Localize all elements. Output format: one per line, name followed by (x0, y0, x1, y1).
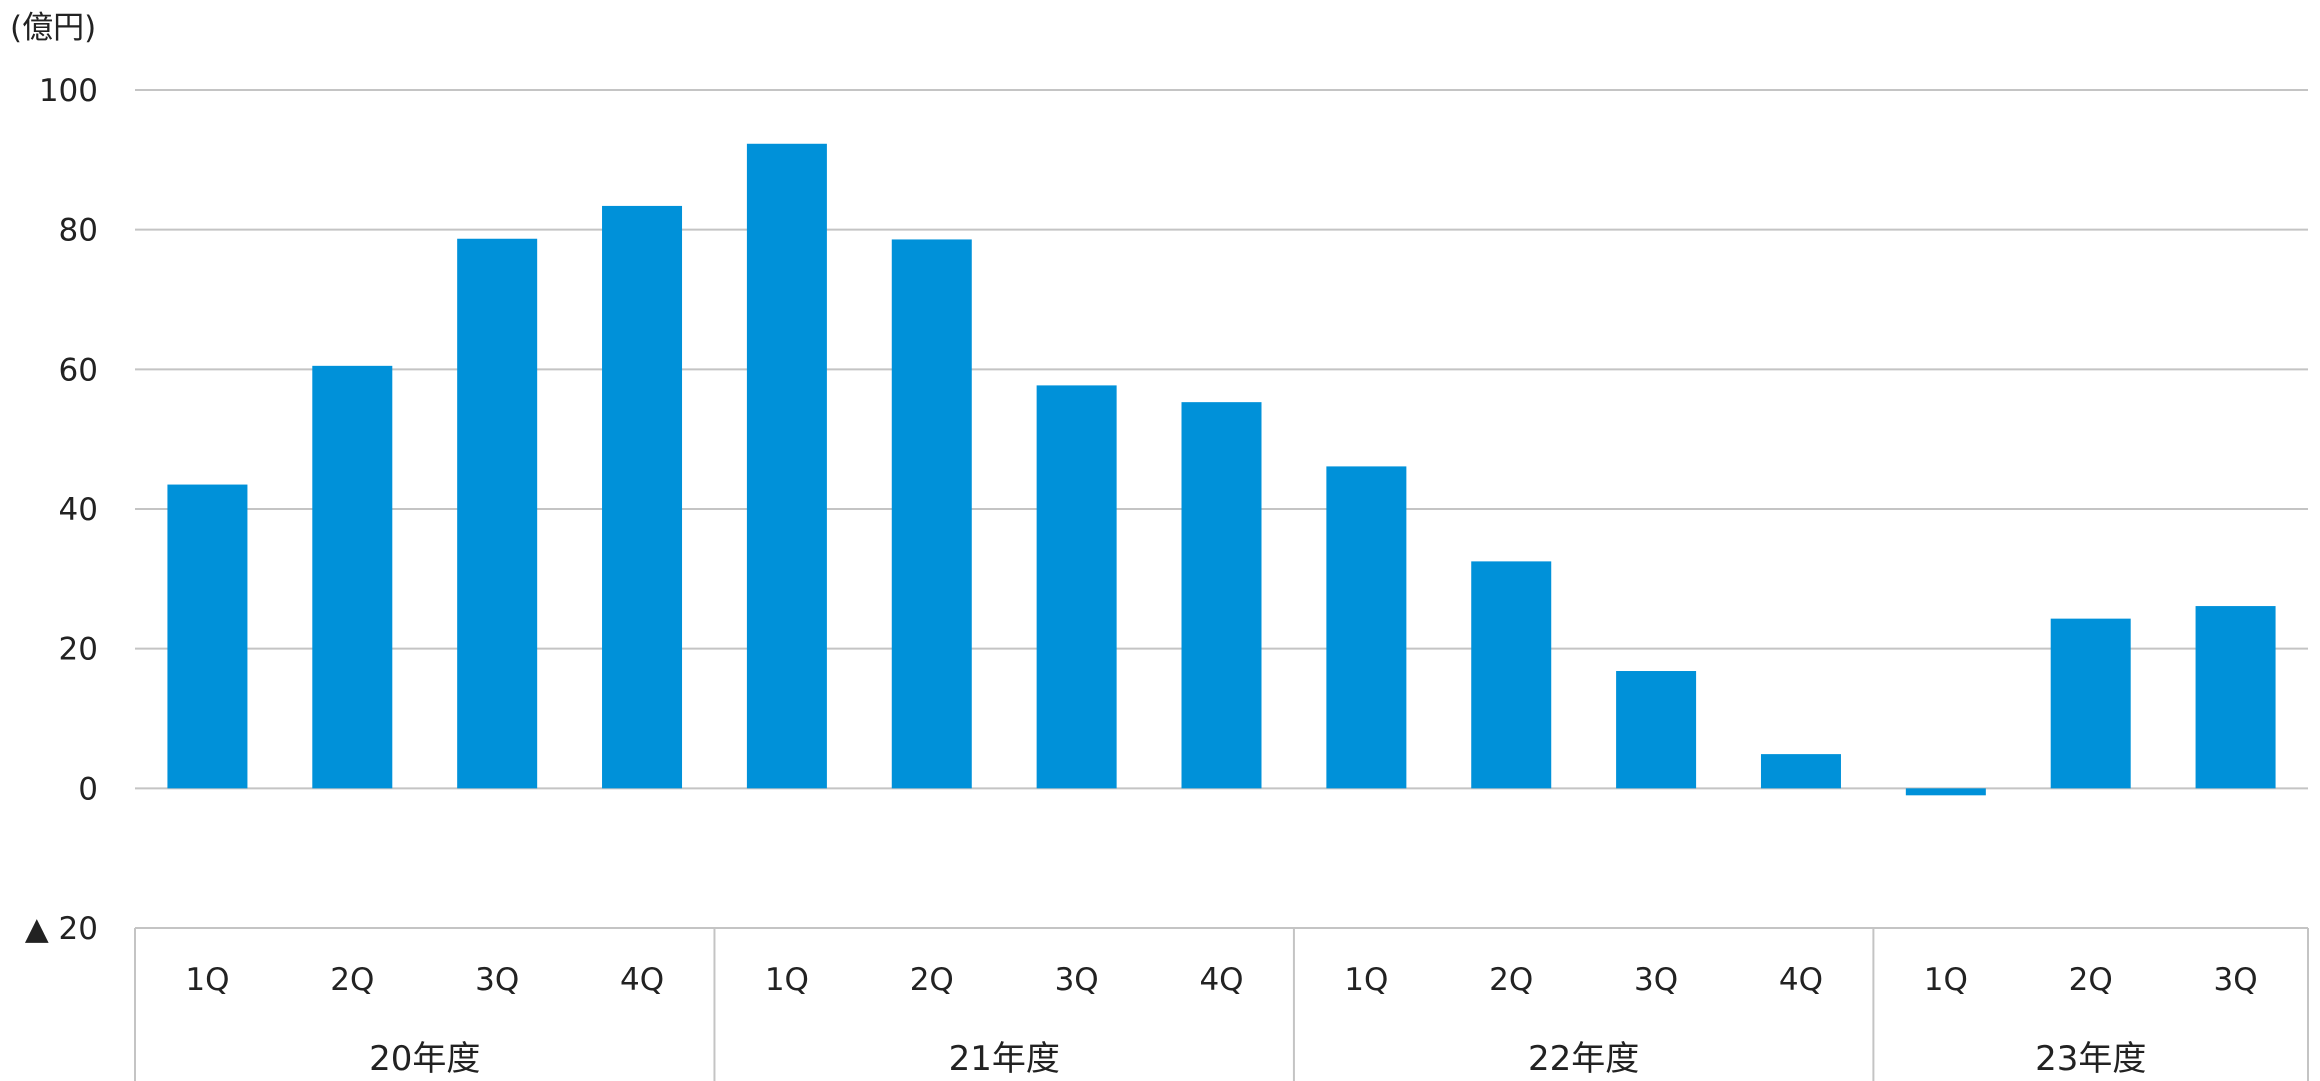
y-tick-label: 60 (59, 352, 98, 388)
y-tick-label: 0 (78, 771, 98, 807)
bar (602, 205, 683, 789)
bar (746, 143, 827, 789)
bar (312, 365, 393, 789)
group-label: 21年度 (949, 1039, 1060, 1079)
category-label: 1Q (1344, 962, 1388, 998)
category-label: 2Q (330, 962, 374, 998)
bar (1036, 385, 1117, 789)
y-tick-label: 100 (39, 73, 98, 109)
y-tick-label: 40 (59, 492, 98, 528)
bar (891, 239, 972, 789)
category-label: 2Q (910, 962, 954, 998)
y-tick-label: 20 (59, 632, 98, 668)
y-tick-label: 80 (59, 213, 98, 249)
bar (1181, 402, 1262, 789)
bar (1616, 671, 1697, 789)
category-label: 1Q (1924, 962, 1968, 998)
y-axis-tick-labels: 100 80 60 40 20 0 ▲ 20 (25, 73, 98, 947)
bar (1760, 754, 1841, 789)
bar (1326, 466, 1407, 789)
bar (1471, 561, 1552, 789)
bar (457, 238, 538, 789)
group-label: 20年度 (369, 1039, 480, 1079)
category-label: 3Q (2214, 962, 2258, 998)
bars (167, 143, 2276, 796)
bar (2195, 606, 2276, 789)
category-label: 2Q (2069, 962, 2113, 998)
category-label: 2Q (1489, 962, 1533, 998)
bar (2050, 618, 2131, 789)
y-axis-unit-label: (億円) (10, 10, 96, 46)
category-table: 1Q 2Q 3Q 4Q 1Q 2Q 3Q 4Q 1Q 2Q 3Q 4Q 1Q 2Q 3Q 20年度 21年度 22… (134, 927, 2309, 1081)
group-label: 22年度 (1528, 1039, 1639, 1079)
bar (167, 484, 248, 789)
group-label: 23年度 (2035, 1039, 2146, 1079)
bar (1905, 788, 1986, 796)
category-label: 3Q (475, 962, 519, 998)
category-label: 4Q (1199, 962, 1243, 998)
y-tick-label: ▲ 20 (25, 911, 98, 947)
category-label: 3Q (1634, 962, 1678, 998)
category-label: 3Q (1055, 962, 1099, 998)
category-label: 1Q (185, 962, 229, 998)
category-label: 1Q (765, 962, 809, 998)
category-label: 4Q (620, 962, 664, 998)
category-label: 4Q (1779, 962, 1823, 998)
